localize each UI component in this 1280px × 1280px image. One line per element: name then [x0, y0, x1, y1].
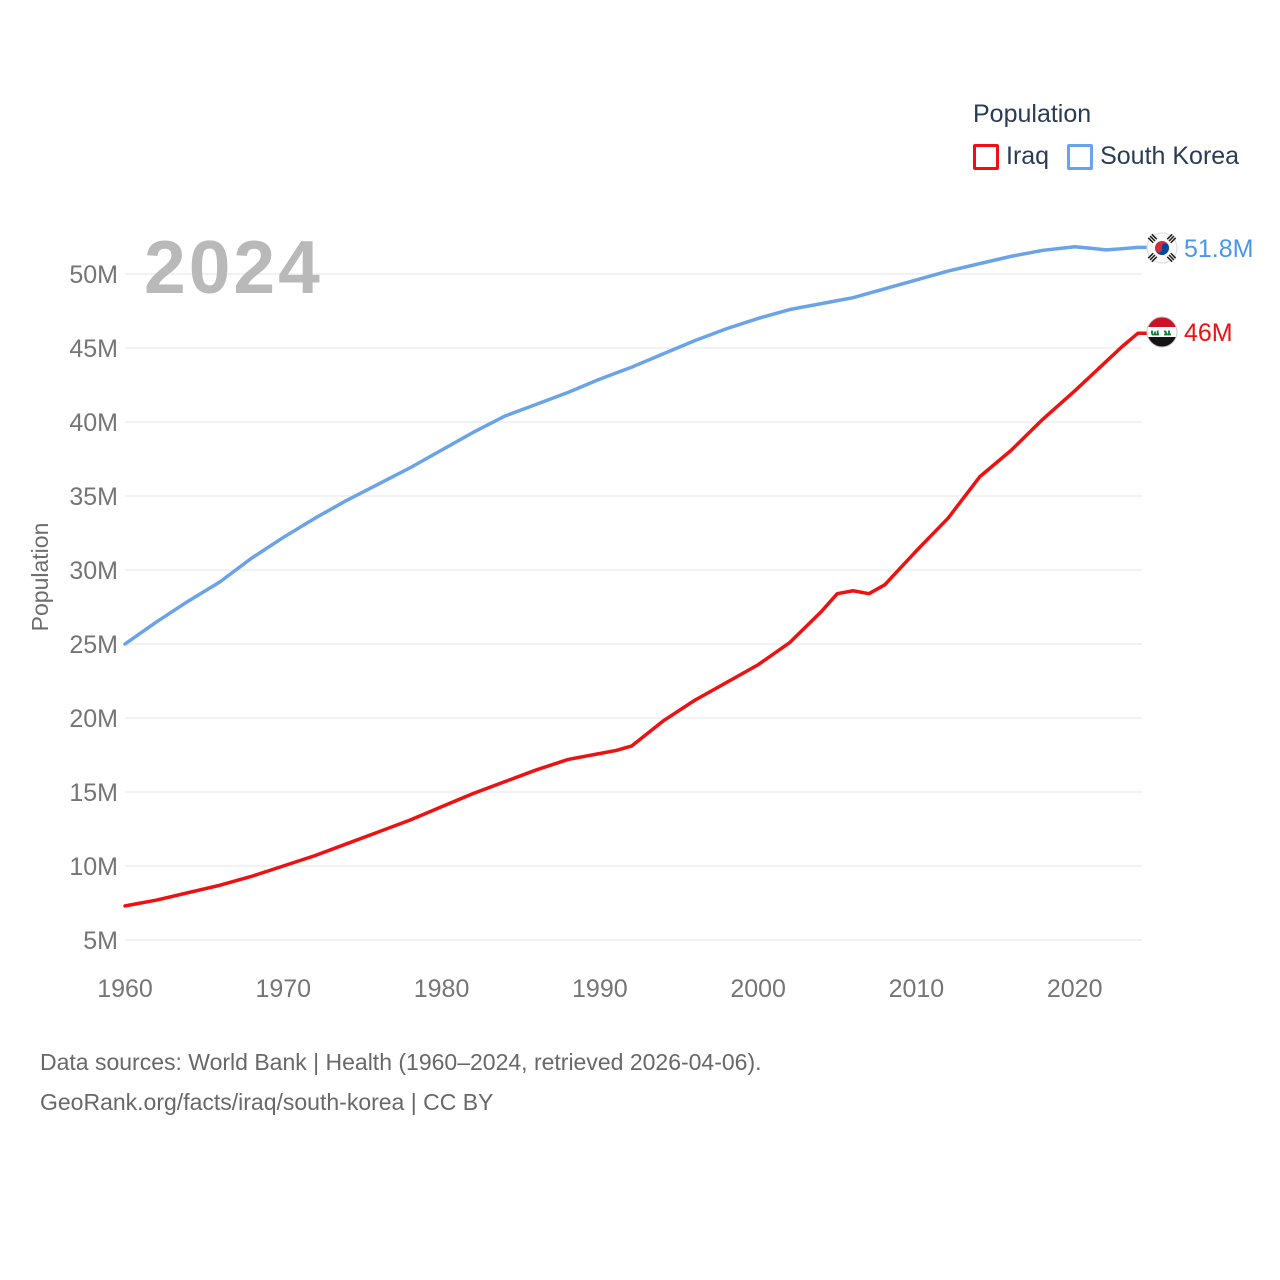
- legend-title: Population: [973, 100, 1092, 128]
- series-line-iraq: [123, 331, 1150, 908]
- legend-swatch: [973, 143, 999, 170]
- chart-dynamic-layer: 5M 10M 15M 20M 25M 30M 35M 40M 45M 50M 1960 1970 198…: [69, 245, 1150, 1003]
- legend-item-iraq[interactable]: Iraq: [973, 142, 1049, 171]
- footer-data-sources: Data sources: World Bank | Health (1960–…: [40, 1049, 762, 1075]
- y-tick-label: 20M: [69, 705, 118, 733]
- legend-swatch: [1067, 143, 1094, 170]
- y-tick-label: 45M: [69, 335, 118, 363]
- y-tick-label: 35M: [69, 483, 118, 511]
- series-line-south-korea: [123, 245, 1150, 646]
- south-korea-flag-icon: [1146, 232, 1178, 264]
- y-tick-label: 30M: [69, 557, 118, 585]
- y-tick-label: 10M: [69, 853, 118, 881]
- legend-item-south-korea[interactable]: South Korea: [1067, 142, 1239, 171]
- x-tick-label: 2010: [889, 975, 945, 1003]
- x-tick-label: 1990: [572, 975, 628, 1003]
- y-tick-label: 50M: [69, 261, 118, 289]
- y-tick-label: 5M: [83, 927, 118, 955]
- y-tick-label: 40M: [69, 409, 118, 437]
- footer-attribution: GeoRank.org/facts/iraq/south-korea | CC …: [40, 1089, 494, 1115]
- x-tick-label: 1970: [255, 975, 311, 1003]
- x-tick-label: 1960: [97, 975, 153, 1003]
- iraq-flag-icon: [1146, 316, 1178, 348]
- y-axis-title: Population: [27, 523, 53, 632]
- chart-legend: Population Iraq South Korea: [973, 100, 1239, 171]
- y-tick-label: 25M: [69, 631, 118, 659]
- year-watermark: 2024: [144, 225, 323, 309]
- x-tick-label: 2020: [1047, 975, 1103, 1003]
- legend-items: Iraq South Korea: [973, 142, 1239, 171]
- x-tick-label: 1980: [414, 975, 470, 1003]
- population-line-chart: 5M 10M 15M 20M 25M 30M 35M 40M 45M 50M 1960 1970 198…: [27, 232, 1253, 1003]
- footer: Data sources: World Bank | Health (1960–…: [40, 1042, 762, 1122]
- x-tick-label: 2000: [730, 975, 786, 1003]
- iraq-end-value: 46M: [1184, 319, 1233, 347]
- legend-item-label: Iraq: [1006, 142, 1050, 170]
- south-korea-end-value: 51.8M: [1184, 235, 1253, 263]
- legend-item-label: South Korea: [1100, 142, 1240, 170]
- y-tick-label: 15M: [69, 779, 118, 807]
